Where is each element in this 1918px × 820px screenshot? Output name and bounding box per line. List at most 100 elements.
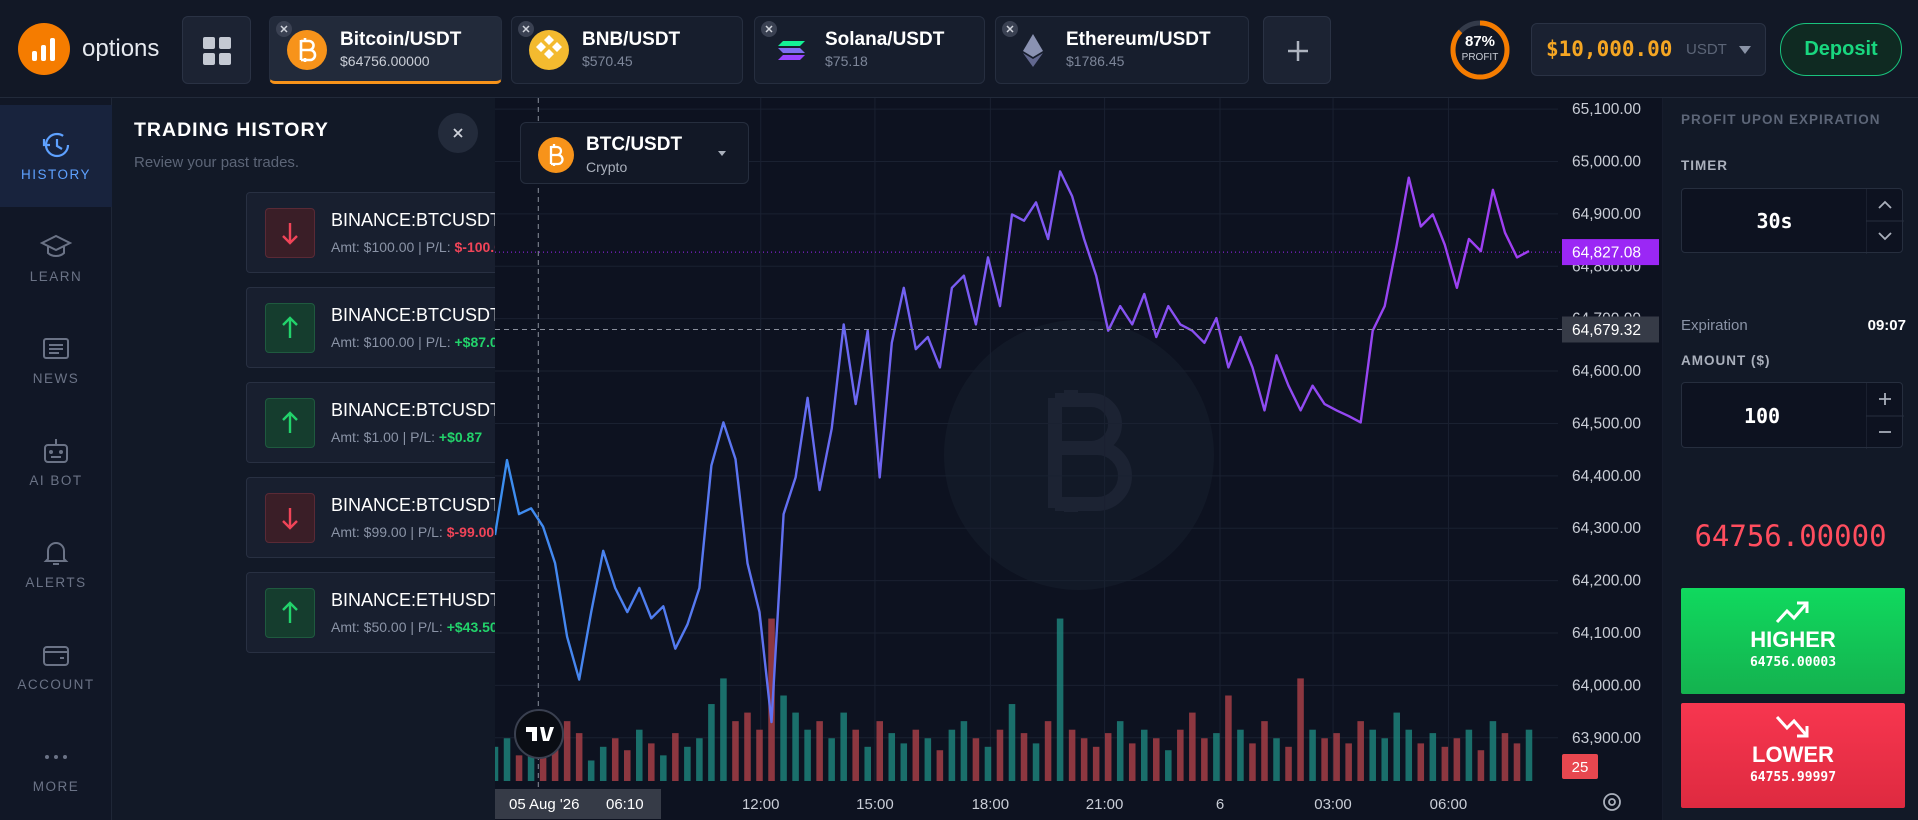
crosshair-time: 06:10 — [606, 796, 644, 813]
nav-item[interactable]: AI BOT — [0, 411, 112, 513]
volume-bar — [900, 743, 908, 781]
amount-box[interactable]: 100 — [1681, 382, 1904, 449]
volume-bar — [1297, 678, 1304, 781]
nav-item[interactable]: ALERTS — [0, 513, 112, 615]
arrow-path — [282, 316, 298, 338]
nav-label: AI BOT — [29, 473, 83, 488]
arrow — [282, 601, 298, 623]
price-chart: 12:00 15:00 18:00 21:00 6 03:00 06:00 63,900.00… — [495, 98, 1663, 820]
balance-box[interactable]: $10,000.00 USDT — [1531, 23, 1766, 76]
timer-box[interactable]: 30s — [1681, 188, 1904, 254]
y-tick-label: 65,000.00 — [1572, 153, 1641, 170]
volume-bar — [912, 729, 920, 781]
volume-bar — [611, 738, 619, 781]
volume-bar — [672, 733, 679, 781]
volume-bar — [840, 712, 847, 781]
lower-button[interactable]: LOWER 64755.99997 — [1681, 703, 1905, 808]
timer: 30s — [1756, 209, 1793, 233]
x-tick-label: 06:00 — [1430, 796, 1468, 813]
balance: $10,000.00 — [1546, 37, 1673, 61]
volume-bar — [648, 743, 655, 781]
volume-bar — [1177, 729, 1184, 781]
volume-bar — [623, 750, 631, 781]
volume-bar — [563, 721, 571, 781]
nav-label: LEARN — [29, 269, 83, 284]
volume-bar — [876, 721, 884, 781]
nav-item[interactable]: HISTORY — [0, 105, 112, 207]
ring-arc — [1450, 20, 1510, 80]
y-tick-label: 64,100.00 — [1572, 625, 1641, 642]
volume-bar — [551, 743, 559, 781]
deposit-button[interactable]: Deposit — [1780, 23, 1902, 76]
badge: 25 — [1572, 759, 1589, 776]
trade-amount: Amt: $99.00 | P/L: $-99.00 — [331, 524, 494, 540]
arrow-path — [282, 411, 298, 433]
tab-name: Bitcoin/USDT — [340, 29, 462, 50]
tab[interactable]: Bitcoin/USDT $64756.00000 — [269, 16, 502, 84]
arrow — [282, 411, 298, 433]
volume-bar — [1417, 743, 1425, 781]
volume-bar — [756, 729, 763, 781]
volume-bar — [1068, 729, 1076, 781]
close-button[interactable] — [438, 113, 478, 153]
volume-bar — [1249, 743, 1256, 781]
volume-bar — [828, 738, 835, 781]
y-tick-label: 64,600.00 — [1572, 363, 1641, 380]
nav-item[interactable]: ACCOUNT — [0, 615, 112, 717]
volume-bar — [888, 733, 896, 781]
volume-bar — [852, 729, 859, 781]
volume-bar — [1393, 712, 1401, 781]
higher-button[interactable]: HIGHER 64756.00003 — [1681, 588, 1905, 694]
timer-label: TIMER — [1681, 158, 1728, 173]
volume-bar — [1165, 750, 1172, 781]
tab[interactable]: BNB/USDT $570.45 — [511, 16, 743, 84]
volume-bar — [1285, 746, 1292, 781]
trade-amount: Amt: $1.00 | P/L: +$0.87 — [331, 429, 482, 445]
tab-name: Solana/USDT — [825, 29, 945, 50]
history-panel: TRADING HISTORY Review your past trades.… — [112, 98, 581, 820]
expiration-label: Expiration — [1681, 317, 1748, 334]
volume-bar — [708, 704, 715, 781]
volume-bar — [936, 750, 944, 781]
grid-button[interactable] — [182, 16, 251, 84]
lower-price: 64755.99997 — [1749, 770, 1837, 785]
volume-bar — [1008, 704, 1016, 781]
tab-price: $570.45 — [582, 53, 633, 69]
arrow — [282, 508, 298, 530]
tab[interactable]: Solana/USDT $75.18 — [754, 16, 985, 84]
volume-bar — [1104, 733, 1112, 781]
nav-item[interactable]: NEWS — [0, 309, 112, 411]
volume-bar — [1501, 733, 1509, 781]
nav-label: MORE — [32, 779, 80, 794]
volume-bar — [1309, 729, 1316, 781]
tab-price: $1786.45 — [1066, 53, 1125, 69]
volume-bar — [1369, 729, 1376, 781]
volume-bar — [539, 750, 547, 781]
arrow-path — [282, 223, 298, 245]
tab[interactable]: Ethereum/USDT $1786.45 — [995, 16, 1249, 84]
settings-dot — [1608, 798, 1616, 806]
arrow — [282, 316, 298, 338]
trade-amount-text: Amt: $50.00 | P/L: — [331, 619, 443, 635]
arrow — [282, 223, 298, 245]
volume-bar — [1080, 738, 1088, 781]
volume-bar — [696, 738, 703, 781]
volume-bar — [1140, 729, 1148, 781]
symbol-selector[interactable]: BTC/USDT Crypto — [520, 122, 749, 184]
volume-bar — [599, 746, 607, 781]
y-tick-label: 64,400.00 — [1572, 468, 1641, 485]
trade-amount: Amt: $50.00 | P/L: +$43.50 — [331, 619, 498, 635]
x-tick-label: 12:00 — [742, 796, 780, 813]
trade-amount: Amt: $100.00 | P/L: +$87.00 — [331, 334, 506, 350]
nav-item[interactable]: LEARN — [0, 207, 112, 309]
logo-icon — [18, 23, 70, 75]
nav-item[interactable]: MORE — [0, 717, 112, 819]
volume-bar — [575, 733, 583, 781]
trade-panel: PROFIT UPON EXPIRATION TIMER 30s Expirat… — [1663, 98, 1918, 820]
add-tab-button[interactable] — [1263, 16, 1331, 84]
volume-bar — [1345, 743, 1352, 781]
volume-bar — [503, 738, 511, 781]
current-price: 64756.00000 — [1694, 519, 1887, 553]
volume-bar — [1525, 729, 1533, 781]
